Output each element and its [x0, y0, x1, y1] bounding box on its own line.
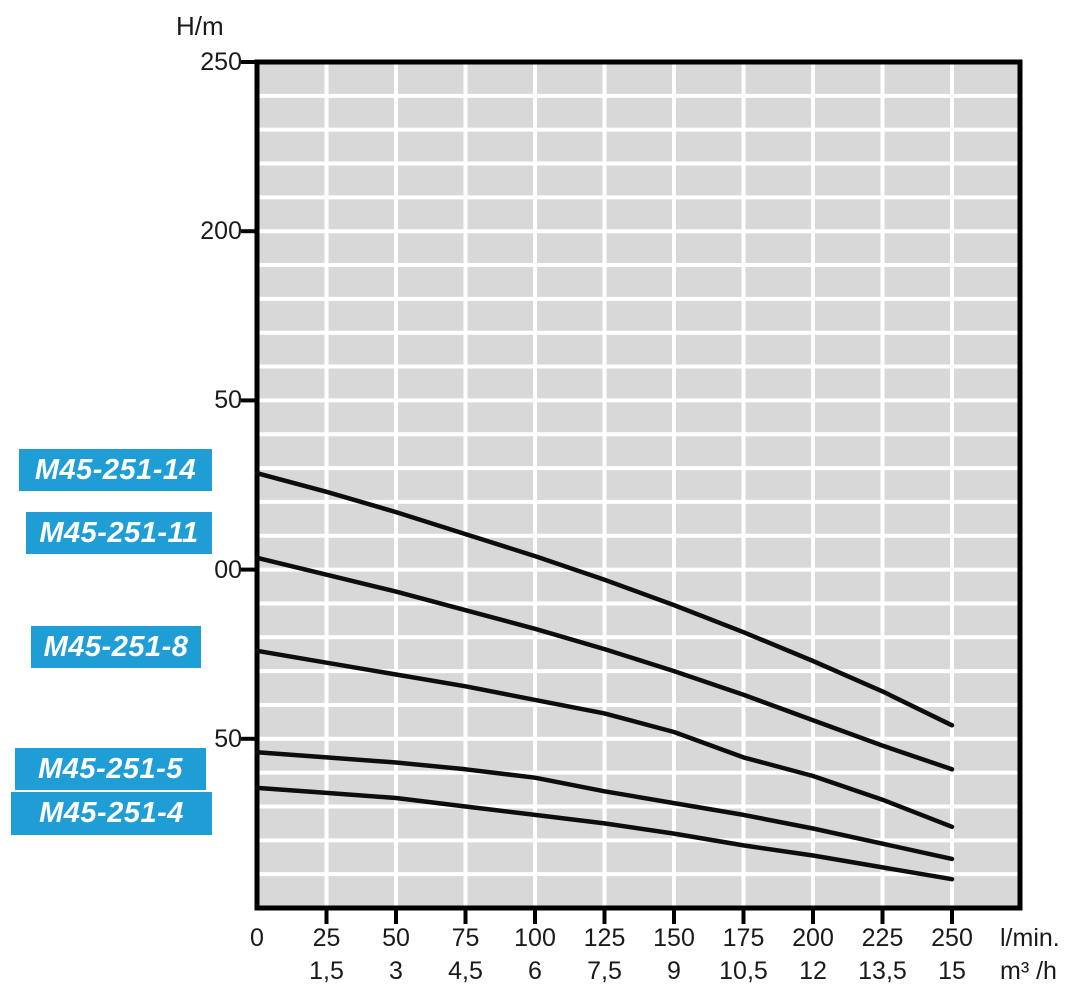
- x-tick-label-m3h: 10,5: [719, 957, 768, 985]
- x-tick-label-m3h: 12: [799, 957, 827, 985]
- x-tick-label-m3h: 3: [389, 957, 403, 985]
- curve-M45-251-4: [254, 785, 955, 882]
- x-tick-label-lmin: 250: [931, 924, 973, 952]
- plot-area-background: [257, 62, 1020, 908]
- curve-M45-251-8: [254, 648, 955, 830]
- y-tick-label: 250: [200, 48, 242, 76]
- x-tick-label-m3h: 6: [528, 957, 542, 985]
- series-label-M45-251-5: M45-251-5: [15, 748, 206, 790]
- x-tick-label-lmin: 100: [514, 924, 556, 952]
- x-tick-label-lmin: 50: [382, 924, 410, 952]
- plot-frame: [254, 59, 1023, 911]
- x-axis-unit-m3h: m³ /h: [1000, 957, 1057, 985]
- x-tick-label-m3h: 4,5: [448, 957, 483, 985]
- x-tick-label-lmin: 175: [722, 924, 765, 952]
- series-label-M45-251-8: M45-251-8: [31, 626, 201, 668]
- series-label-M45-251-4: M45-251-4: [11, 792, 212, 835]
- y-tick-label: 50: [214, 386, 242, 415]
- y-tick-label: 50: [214, 724, 242, 753]
- y-axis-unit-label: H/m: [176, 11, 224, 41]
- x-axis-unit-lmin: l/min.: [1000, 924, 1060, 952]
- y-tick-label: 200: [200, 217, 242, 246]
- x-tick-label-m3h: 13,5: [858, 957, 907, 985]
- x-tick-label-lmin: 150: [653, 924, 695, 952]
- curve-M45-251-5: [254, 750, 955, 862]
- series-label-M45-251-11: M45-251-11: [26, 512, 212, 554]
- x-tick-label-lmin: 25: [312, 924, 341, 952]
- curve-M45-251-11: [254, 555, 955, 772]
- x-tick-label-m3h: 1,5: [309, 957, 344, 985]
- x-tick-label-lmin: 225: [861, 924, 904, 952]
- curve-M45-251-14: [254, 470, 955, 728]
- x-tick-label-m3h: 15: [938, 957, 966, 985]
- x-tick-label-m3h: 9: [667, 957, 681, 985]
- series-label-M45-251-14: M45-251-14: [19, 449, 212, 491]
- x-tick-label-lmin: 200: [792, 924, 834, 952]
- x-tick-label-lmin: 75: [451, 924, 480, 952]
- x-tick-label-lmin: 0: [250, 924, 264, 952]
- x-tick-label-lmin: 125: [583, 924, 626, 952]
- y-tick-label: 00: [214, 555, 242, 584]
- x-tick-label-m3h: 7,5: [587, 957, 622, 985]
